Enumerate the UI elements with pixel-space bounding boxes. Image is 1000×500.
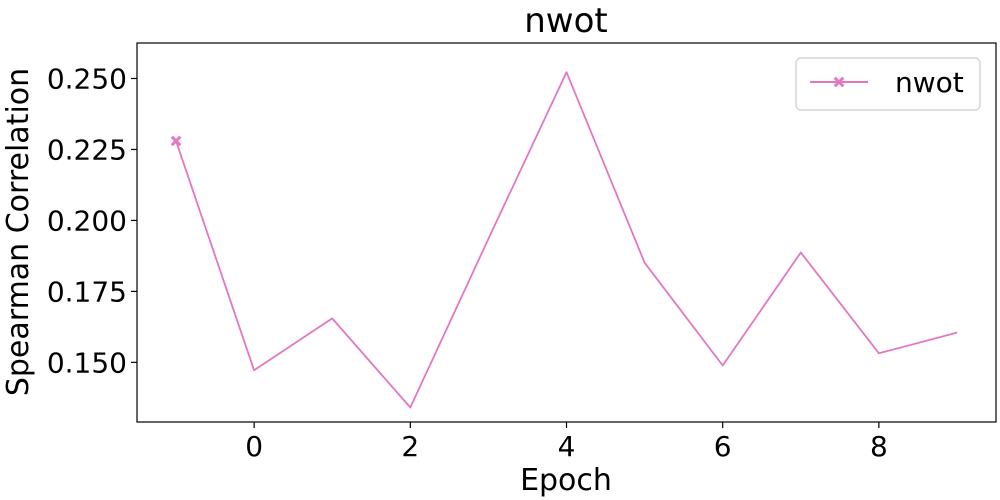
y-tick-label: 0.200 — [47, 204, 127, 237]
series-line-nwot — [175, 71, 958, 409]
x-tick-label: 0 — [245, 430, 263, 463]
legend: nwot — [795, 57, 981, 111]
x-axis-ticks: 0 2 4 6 8 — [245, 422, 888, 463]
y-tick-label: 0.225 — [47, 133, 127, 166]
y-axis-label: Spearman Correlation — [1, 68, 36, 396]
x-tick-label: 2 — [401, 430, 419, 463]
x-tick-label: 6 — [714, 430, 732, 463]
legend-marker-icon — [833, 76, 845, 88]
x-tick-label: 8 — [870, 430, 888, 463]
x-axis-label: Epoch — [520, 463, 612, 498]
x-marker-icon — [170, 135, 182, 147]
series-layer — [170, 71, 958, 409]
legend-frame — [795, 57, 981, 111]
chart-title: nwot — [524, 1, 608, 41]
y-axis-ticks: 0.150 0.175 0.200 0.225 0.250 — [47, 62, 137, 379]
x-tick-label: 4 — [558, 430, 576, 463]
legend-x-marker-icon — [833, 76, 845, 88]
y-tick-label: 0.150 — [47, 346, 127, 379]
y-tick-label: 0.250 — [47, 62, 127, 95]
y-tick-label: 0.175 — [47, 275, 127, 308]
legend-label: nwot — [895, 66, 964, 99]
